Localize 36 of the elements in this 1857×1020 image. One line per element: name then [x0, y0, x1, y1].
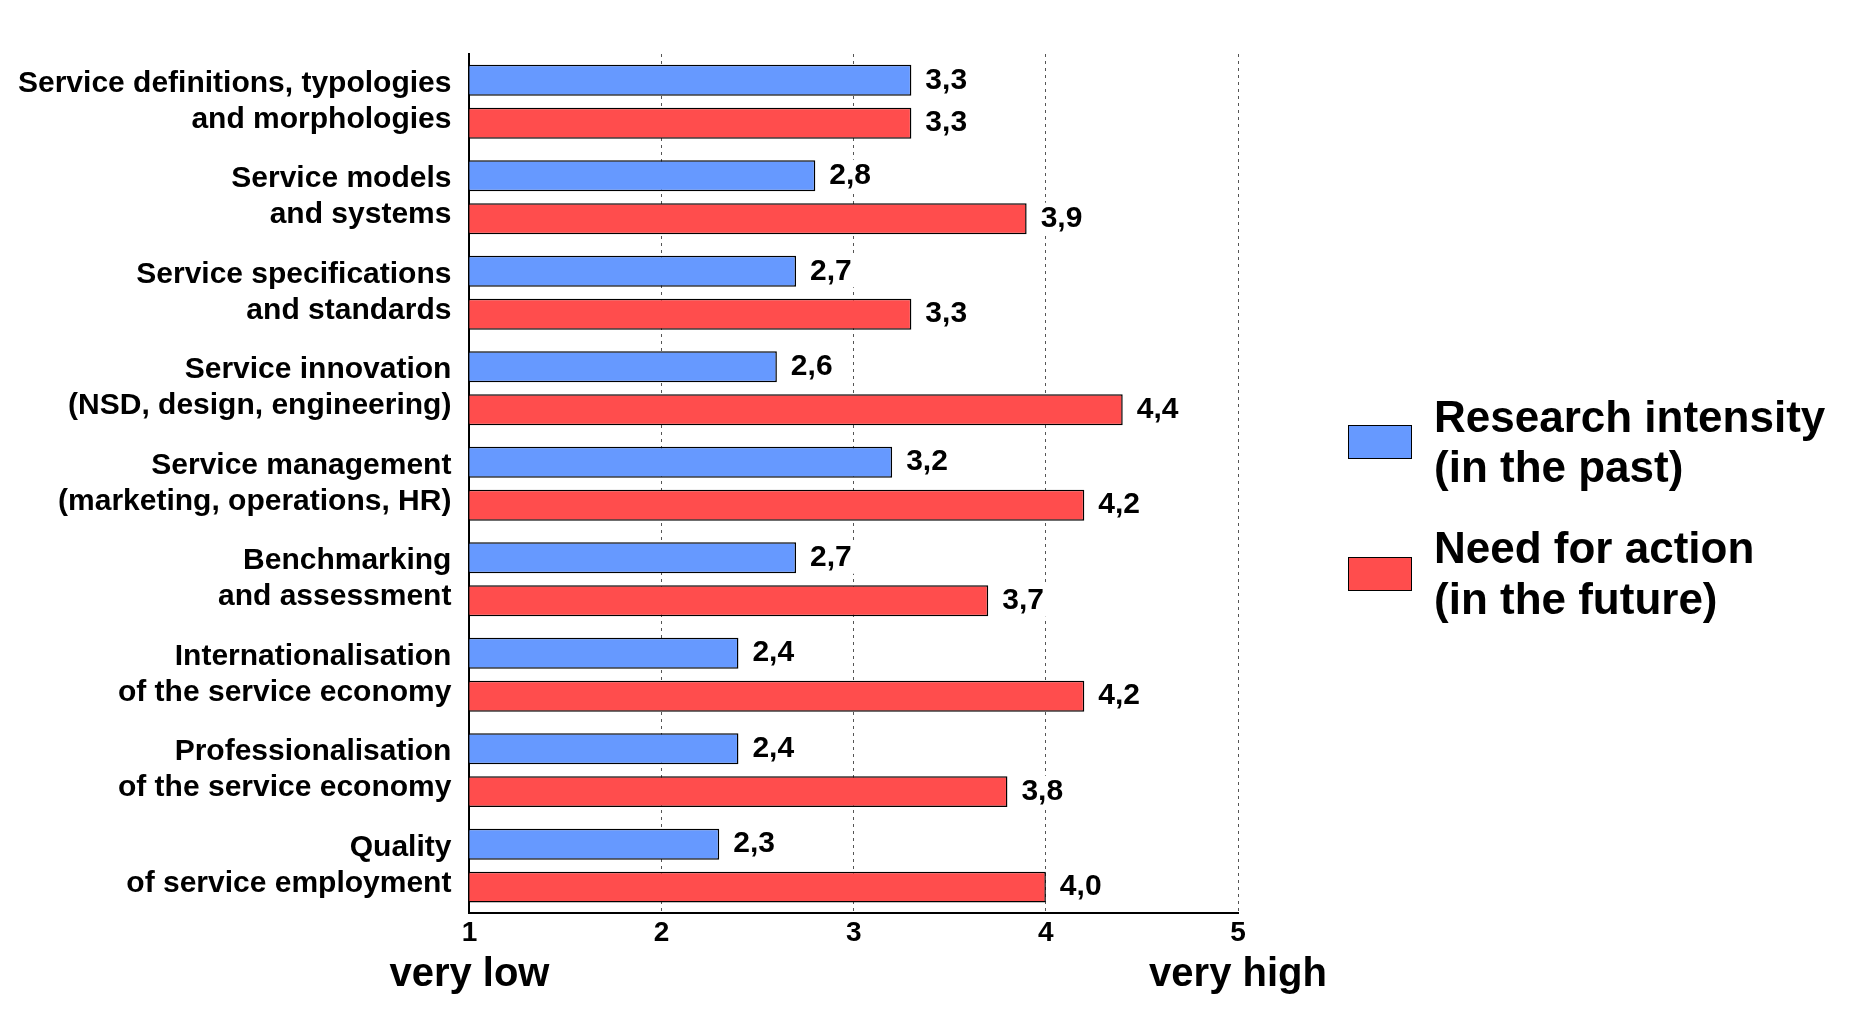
- x-tick-label: 3: [845, 915, 862, 947]
- data-label: 2,7: [810, 538, 852, 572]
- y-tick-label: Service specifications and standards: [136, 255, 452, 325]
- y-tick-label: Service definitions, typologies and morphologies: [18, 65, 452, 135]
- data-label: 2,8: [829, 157, 872, 191]
- text: very low: [389, 950, 551, 995]
- data-label: 3,3: [925, 295, 968, 329]
- y-tick-label: Benchmarking and assessment: [217, 542, 452, 612]
- data-label: 4,2: [1098, 677, 1141, 711]
- y-tick-label: Professionalisation of the service economy: [117, 733, 452, 803]
- data-label: 3,8: [1021, 772, 1064, 806]
- data-label: 4,2: [1098, 486, 1141, 520]
- y-tick-label: Service innovation (NSD, design, engineering): [68, 351, 452, 421]
- text: very high: [1149, 950, 1327, 995]
- data-label: 4,4: [1136, 390, 1179, 424]
- data-label: 2,4: [752, 729, 795, 763]
- data-label: 3,3: [925, 61, 968, 95]
- data-label: 2,6: [790, 347, 833, 381]
- data-label: 3,9: [1040, 199, 1083, 233]
- data-label: 4,0: [1059, 868, 1102, 902]
- data-label: 3,7: [1002, 581, 1044, 615]
- legend-label: Research intensity (in the past): [1434, 391, 1826, 493]
- x-tick-label: 5: [1230, 915, 1246, 947]
- y-tick-label: Service models and systems: [231, 160, 452, 230]
- y-tick-label: Service management (marketing, operations, HR): [58, 446, 452, 516]
- data-label: 2,4: [752, 634, 795, 668]
- data-label: 3,2: [906, 443, 948, 477]
- data-label: 2,7: [810, 252, 852, 286]
- x-tick-label: 1: [461, 915, 478, 947]
- data-label: 2,3: [733, 825, 775, 859]
- legend-label: Need for action (in the future): [1434, 523, 1755, 625]
- x-tick-label: 2: [653, 915, 670, 947]
- y-tick-label: Internationalisation of the service economy: [117, 637, 452, 707]
- x-tick-label: 4: [1038, 915, 1055, 947]
- y-tick-label: Quality of service employment: [126, 828, 452, 898]
- data-label: 3,3: [925, 104, 968, 138]
